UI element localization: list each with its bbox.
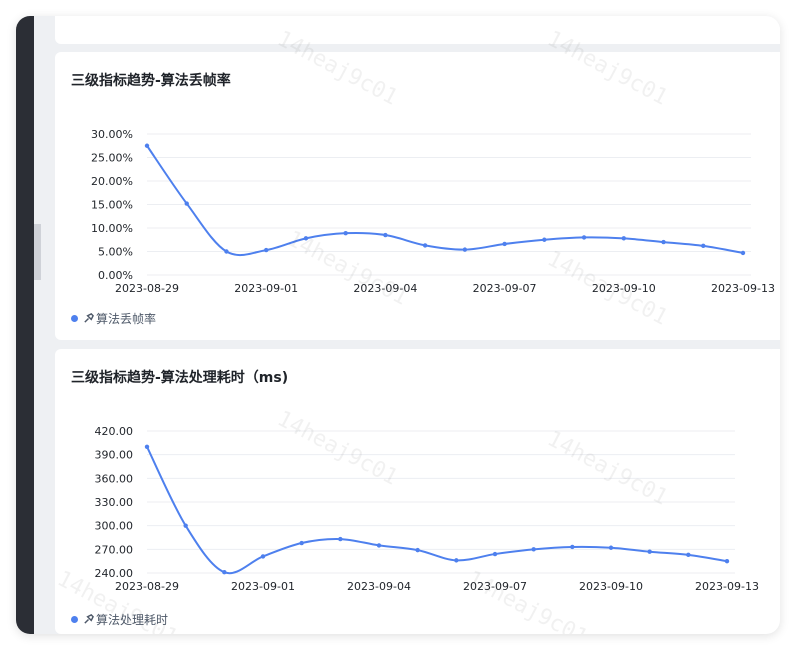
data-point — [260, 554, 266, 559]
chart-title: 三级指标趋势-算法丢帧率 — [71, 73, 231, 89]
x-tick-label: 2023-09-04 — [347, 580, 411, 593]
left-sidebar-rail — [16, 16, 34, 634]
data-point — [264, 247, 269, 253]
chart-legend[interactable]: 算法丢帧率 — [71, 310, 156, 327]
y-tick-label: 15.00% — [91, 199, 133, 212]
data-point — [492, 551, 498, 557]
data-point — [144, 444, 150, 449]
y-tick-label: 270.00 — [95, 543, 134, 556]
right-card-edge-top — [768, 16, 780, 44]
chart-legend[interactable]: 算法处理耗时 — [71, 611, 168, 628]
data-point — [502, 241, 507, 247]
previous-card-bottom — [55, 16, 780, 44]
brush-icon — [84, 614, 94, 624]
data-point — [570, 544, 575, 550]
line-chart-frame-drop-rate: 0.00% 5.00% 10.00% 15.00% 20.00% 25.00% 30.00%… — [91, 128, 775, 295]
y-tick-label: 10.00% — [91, 222, 133, 235]
x-tick-label: 2023-09-01 — [234, 282, 298, 295]
data-point — [183, 523, 188, 528]
y-tick-label: 240.00 — [95, 567, 134, 580]
data-point — [608, 545, 614, 550]
x-tick-label: 2023-09-10 — [579, 580, 643, 593]
dashboard-content: 三级指标趋势-算法丢帧率 0.00% 5.00% 10.00% 15.00% 20.00… — [41, 16, 780, 634]
data-point — [531, 547, 536, 552]
sidebar-resize-handle[interactable] — [34, 224, 41, 280]
data-point — [376, 543, 382, 548]
series-line — [146, 145, 744, 257]
y-tick-label: 25.00% — [91, 152, 133, 165]
y-tick-label: 20.00% — [91, 175, 133, 188]
x-tick-label: 2023-09-01 — [231, 580, 295, 593]
data-point — [383, 232, 388, 238]
data-point — [224, 249, 229, 254]
y-tick-label: 300.00 — [95, 520, 134, 533]
data-point — [581, 235, 587, 240]
data-point — [661, 239, 666, 245]
data-point — [184, 201, 189, 206]
legend-marker — [71, 315, 78, 322]
data-point — [343, 230, 348, 236]
brush-icon — [84, 313, 94, 323]
x-tick-label: 2023-09-07 — [463, 580, 527, 593]
y-tick-label: 360.00 — [95, 472, 134, 485]
legend-marker — [71, 616, 78, 623]
data-point — [454, 558, 459, 563]
x-tick-label: 2023-09-13 — [695, 580, 759, 593]
line-chart-processing-time: 240.00 270.00 300.00 330.00 360.00 390.00 420.… — [95, 425, 759, 593]
legend-label: 算法处理耗时 — [96, 613, 169, 627]
y-tick-label: 0.00% — [98, 269, 133, 282]
series-line — [146, 446, 728, 575]
data-point — [462, 247, 468, 252]
x-tick-label: 2023-08-29 — [115, 580, 179, 593]
legend-label: 算法丢帧率 — [96, 312, 157, 326]
chart-card-processing-time: 三级指标趋势-算法处理耗时（ms) 240.00 270.00 300.00 330.… — [55, 349, 776, 634]
x-tick-label: 2023-09-07 — [473, 282, 537, 295]
data-point — [303, 236, 309, 241]
data-point — [415, 547, 420, 553]
y-tick-label: 330.00 — [95, 496, 134, 509]
app-window: 三级指标趋势-算法丢帧率 0.00% 5.00% 10.00% 15.00% 20.00… — [16, 16, 780, 634]
x-tick-label: 2023-09-04 — [353, 282, 417, 295]
x-tick-label: 2023-08-29 — [115, 282, 179, 295]
data-point — [338, 536, 343, 542]
x-tick-label: 2023-09-13 — [711, 282, 775, 295]
data-point — [222, 570, 227, 575]
data-point — [422, 243, 428, 248]
data-point — [542, 237, 547, 242]
data-point — [701, 243, 706, 249]
data-point — [647, 549, 652, 554]
data-point — [724, 558, 730, 564]
chart-card-frame-drop-rate: 三级指标趋势-算法丢帧率 0.00% 5.00% 10.00% 15.00% 20.00… — [55, 52, 776, 340]
y-tick-label: 5.00% — [98, 246, 133, 259]
data-point — [686, 552, 691, 558]
x-tick-label: 2023-09-10 — [592, 282, 656, 295]
data-point — [299, 540, 304, 546]
data-point — [740, 250, 746, 256]
y-tick-label: 420.00 — [95, 425, 134, 438]
data-point — [144, 143, 150, 148]
chart-title: 三级指标趋势-算法处理耗时（ms) — [71, 370, 289, 386]
y-tick-label: 390.00 — [95, 449, 134, 462]
data-point — [621, 236, 626, 241]
y-tick-label: 30.00% — [91, 128, 133, 141]
